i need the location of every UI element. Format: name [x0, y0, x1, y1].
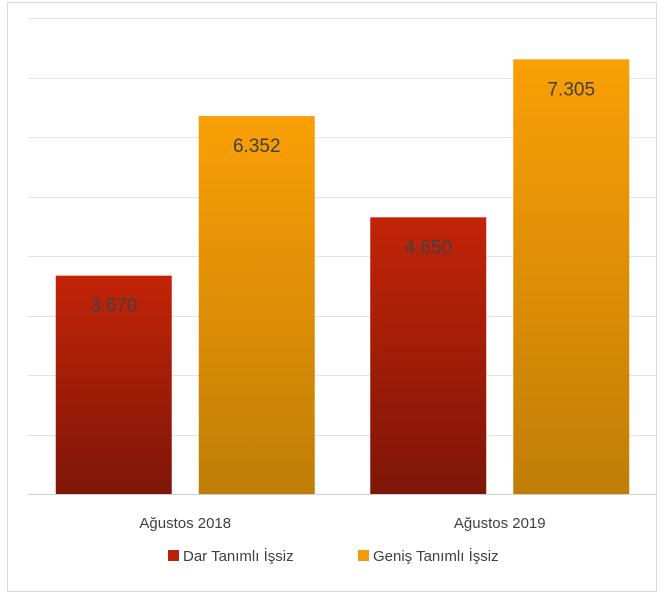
data-label: 4.650	[404, 237, 452, 258]
legend-swatch	[168, 550, 179, 561]
bar-genis-0	[198, 116, 315, 494]
legend-swatch	[358, 550, 369, 561]
bar-dar-0	[55, 275, 172, 494]
bar-genis-1	[513, 59, 630, 494]
x-tick-label: Ağustos 2018	[139, 515, 231, 532]
data-label: 3.670	[90, 296, 138, 317]
legend: Dar Tanımlı İşsiz Geniş Tanımlı İşsiz	[168, 547, 499, 565]
data-label: 6.352	[233, 136, 281, 157]
legend-label: Geniş Tanımlı İşsiz	[373, 547, 499, 565]
x-tick-label: Ağustos 2019	[454, 515, 546, 532]
bar-dar-1	[370, 217, 487, 494]
legend-label: Dar Tanımlı İşsiz	[183, 547, 294, 565]
data-label: 7.305	[547, 79, 595, 100]
